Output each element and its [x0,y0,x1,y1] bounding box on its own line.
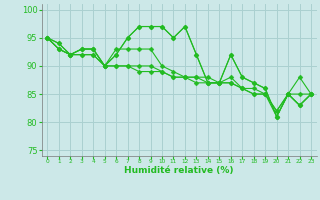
X-axis label: Humidité relative (%): Humidité relative (%) [124,166,234,175]
